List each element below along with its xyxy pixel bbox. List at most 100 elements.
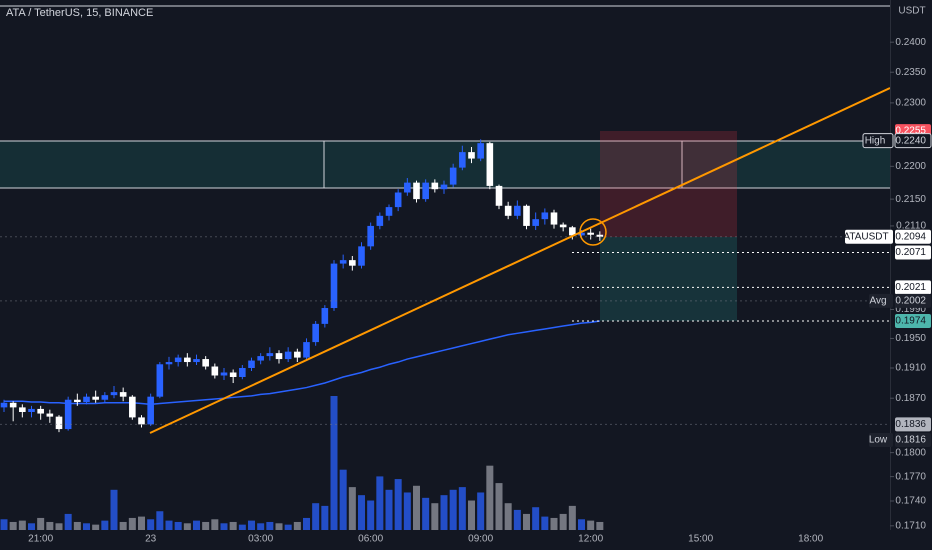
moving-average — [4, 320, 600, 406]
price-badge-label: 0.2002 — [895, 296, 926, 307]
candle-body — [119, 392, 127, 397]
volume-bar — [275, 523, 283, 530]
candle-body — [138, 417, 145, 425]
candle-body — [303, 342, 310, 358]
price-badge-label: 0.2071 — [895, 247, 926, 258]
candle-body — [284, 351, 292, 360]
volume-bar — [284, 524, 292, 530]
candle-body — [532, 219, 539, 226]
candle-body — [587, 232, 594, 235]
volume-bar — [568, 505, 576, 530]
price-badge-name: High — [865, 135, 886, 146]
volume-bar — [403, 492, 411, 530]
overlay — [149, 87, 891, 434]
candle-body — [275, 353, 283, 360]
candle-body — [514, 205, 521, 216]
price-badge-name-box — [869, 433, 893, 448]
price-badge-label: 0.1836 — [895, 419, 926, 430]
volume-bar — [550, 517, 558, 530]
volume-bar — [248, 520, 255, 530]
candle-body — [229, 372, 237, 377]
price-badge — [894, 133, 932, 149]
candle-body — [248, 360, 255, 369]
price-badge-name-box — [862, 133, 894, 149]
y-tick-label: 0.1990 — [895, 304, 926, 315]
candle-body — [541, 212, 549, 220]
volume-bar — [532, 507, 540, 530]
x-tick-label: 09:00 — [468, 534, 493, 545]
candle-body — [211, 366, 219, 376]
x-tick-label: 23 — [145, 534, 157, 545]
volume-bar — [431, 503, 439, 530]
drawings — [0, 5, 890, 321]
candle-body — [422, 182, 429, 200]
volume-bar — [385, 489, 393, 530]
zone — [0, 141, 890, 188]
candle-body — [431, 182, 439, 190]
volume-bar — [367, 500, 375, 530]
candle-body — [413, 182, 420, 200]
price-badge — [895, 245, 931, 260]
volume-bar — [486, 465, 494, 530]
candle-body — [101, 395, 109, 400]
price-badge — [895, 313, 931, 328]
price-badge-name: Avg — [869, 296, 886, 307]
candle-body — [239, 368, 246, 377]
candle-body — [266, 353, 274, 357]
volume-bar — [220, 523, 228, 530]
candle-body — [110, 392, 118, 396]
volume-bar — [339, 469, 347, 530]
volume-bar — [119, 521, 127, 530]
candle-body — [559, 224, 567, 228]
x-tick-label: 06:00 — [358, 534, 383, 545]
candle-body — [55, 416, 63, 430]
volume-bar — [257, 523, 265, 530]
volume-bar — [513, 509, 521, 530]
candle-body — [495, 185, 503, 206]
candle-body — [19, 407, 26, 413]
volume-bar — [321, 505, 329, 530]
volume-bar — [523, 513, 530, 530]
x-tick-label: 18:00 — [798, 534, 823, 545]
candle-body — [578, 232, 585, 236]
candle-body — [459, 152, 466, 168]
y-tick-label: 0.2400 — [895, 37, 926, 48]
candle-body — [220, 372, 228, 376]
volume-bar — [9, 521, 17, 530]
candle-body — [294, 351, 301, 358]
candle-body — [193, 359, 200, 363]
volume-bar — [55, 523, 63, 530]
volume-bar — [46, 521, 54, 530]
candle-body — [202, 359, 209, 367]
y-tick-label: 0.2350 — [895, 67, 926, 78]
candle-body — [147, 396, 154, 425]
x-tick-label: 15:00 — [688, 534, 713, 545]
price-badge — [895, 229, 931, 244]
y-tick-label: 0.1910 — [895, 363, 926, 374]
candle-body — [376, 215, 384, 226]
volume-bar — [376, 476, 384, 530]
price-badge-label: 0.2240 — [895, 135, 926, 146]
candle-body — [550, 212, 558, 225]
y-tick-label: 0.2300 — [895, 98, 926, 109]
price-badge-name: Low — [869, 435, 888, 446]
volume-bar — [73, 521, 81, 530]
candle-body — [339, 260, 347, 264]
volume-bar — [202, 521, 210, 530]
x-tick-label: 21:00 — [28, 534, 53, 545]
volume-bar — [156, 511, 164, 530]
volume-bar — [28, 523, 35, 530]
volume-bar — [64, 513, 72, 530]
volume-bar — [477, 492, 485, 530]
candle-body — [83, 396, 90, 403]
y-tick-label: 0.1800 — [895, 447, 926, 458]
volume-bar — [0, 519, 8, 530]
candle-body — [440, 184, 448, 190]
candle-body — [165, 362, 173, 365]
volume-bar — [596, 521, 604, 530]
volume-bar — [495, 483, 503, 530]
volume-bar — [587, 520, 595, 530]
candle-body — [184, 357, 191, 363]
stop-zone — [600, 131, 737, 237]
